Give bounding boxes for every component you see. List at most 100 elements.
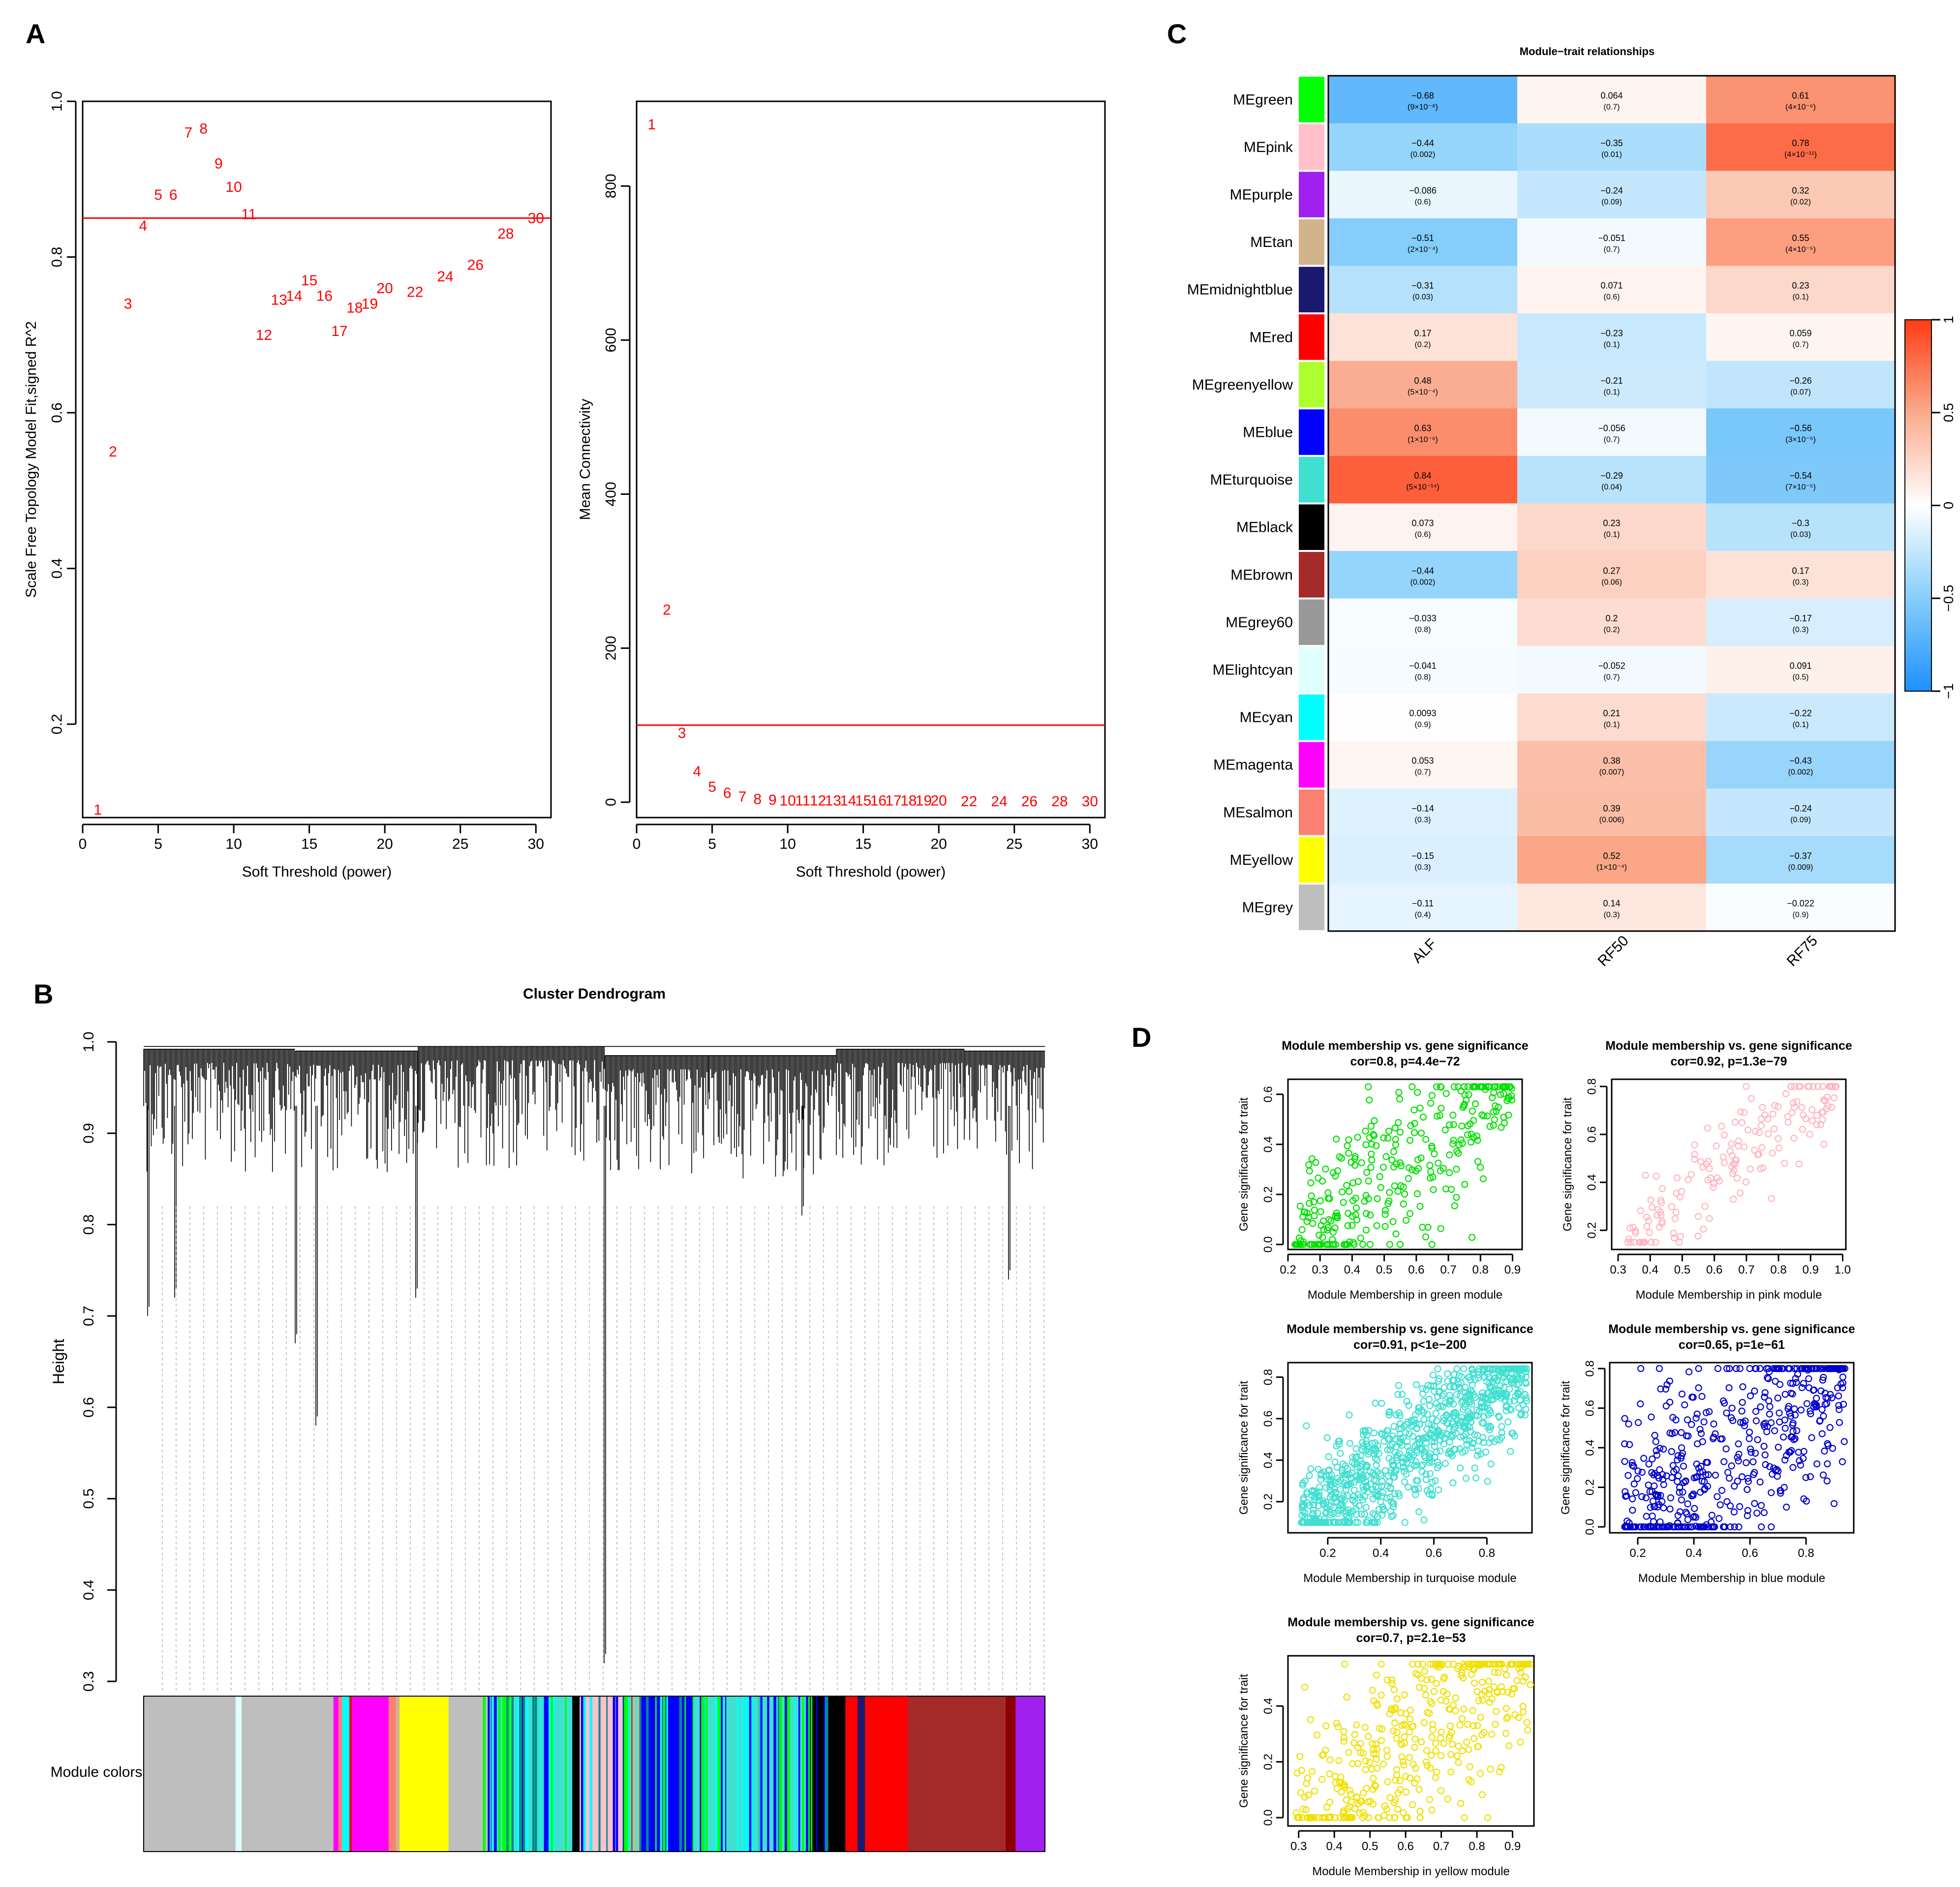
gene-point [1700, 1225, 1707, 1233]
gene-point [1333, 1785, 1341, 1793]
module-row-label: MEgrey60 [1225, 614, 1293, 631]
gene-point [1500, 1083, 1507, 1091]
gene-point [1781, 1159, 1788, 1167]
cell-pvalue: (0.3) [1604, 911, 1620, 919]
gene-point [1442, 1090, 1450, 1097]
module-row-label: MEbrown [1230, 567, 1293, 583]
gene-point [1769, 1470, 1776, 1478]
gene-point [1684, 1416, 1691, 1424]
heatmap-cell [1706, 456, 1896, 504]
gene-point [1505, 1111, 1512, 1119]
gene-point [1513, 1373, 1521, 1380]
cell-pvalue: (0.009) [1788, 863, 1813, 872]
cell-value: −0.29 [1600, 471, 1623, 481]
module-color-segment [388, 1696, 397, 1852]
gene-point [1446, 1722, 1454, 1730]
gene-point [1325, 1453, 1332, 1461]
colorbar-tick-label: −1 [1941, 683, 1956, 699]
module-color-segment [1006, 1696, 1016, 1852]
gene-point [1723, 1409, 1730, 1417]
gene-point [1383, 1805, 1390, 1813]
gene-point [1435, 1403, 1442, 1411]
heatmap-cell [1706, 218, 1896, 266]
gene-point [1765, 1397, 1773, 1404]
gene-point [1823, 1105, 1830, 1113]
x-tick-label: 5 [154, 836, 162, 852]
gene-point [1367, 1211, 1374, 1218]
gene-point [1638, 1493, 1646, 1500]
gene-point [1479, 1697, 1487, 1704]
gene-point [1388, 1156, 1396, 1163]
module-swatch [1299, 362, 1324, 408]
gene-point [1777, 1490, 1784, 1497]
gene-point [1756, 1478, 1764, 1486]
y-tick-label: 400 [603, 482, 619, 506]
gene-point [1689, 1490, 1697, 1498]
gene-point [1492, 1721, 1499, 1728]
cell-value: −0.51 [1411, 233, 1434, 243]
cell-value: 0.61 [1792, 91, 1809, 100]
gene-point [1483, 1660, 1491, 1668]
gene-point [1396, 1096, 1404, 1103]
gene-point [1323, 1226, 1331, 1234]
module-color-stripe [679, 1696, 682, 1852]
gene-point [1647, 1504, 1654, 1511]
cell-value: 0.0093 [1409, 708, 1436, 718]
gene-point [1802, 1474, 1809, 1481]
dendrogram-title: Cluster Dendrogram [523, 986, 666, 1002]
gene-point [1389, 1441, 1396, 1448]
heatmap-cell [1328, 123, 1518, 171]
gene-point [1694, 1213, 1702, 1220]
module-color-segment [399, 1696, 449, 1852]
gene-point [1666, 1430, 1674, 1437]
y-tick-label: 0.6 [1586, 1126, 1599, 1142]
gene-point [1319, 1234, 1326, 1241]
gene-point [1426, 1470, 1434, 1477]
heatmap-cell [1706, 836, 1896, 884]
gene-point [1757, 1403, 1764, 1411]
gene-point [1457, 1799, 1465, 1807]
module-row-label: MEgrey [1242, 900, 1293, 916]
gene-point [1316, 1231, 1323, 1239]
gene-point [1400, 1761, 1408, 1769]
gene-point [1706, 1215, 1713, 1222]
gene-point [1519, 1365, 1527, 1372]
gene-point [1340, 1807, 1348, 1815]
gene-point [1370, 1750, 1377, 1757]
gene-point [1374, 1765, 1381, 1772]
gene-point [1522, 1391, 1529, 1399]
gene-point [1489, 1094, 1496, 1101]
y-tick-label: 1.0 [49, 91, 65, 112]
module-color-stripe [811, 1696, 813, 1852]
gene-point [1395, 1490, 1402, 1497]
y-tick-label: 600 [603, 328, 619, 352]
gene-point [1391, 1814, 1399, 1822]
gene-point [1730, 1195, 1737, 1203]
module-row-label: MEsalmon [1223, 804, 1293, 821]
gene-point [1761, 1423, 1768, 1430]
gene-point [1472, 1474, 1480, 1482]
scatter-title: Module membership vs. gene significance [1605, 1039, 1852, 1053]
heatmap-cell [1517, 741, 1707, 789]
power-label: 7 [184, 124, 193, 141]
gene-point [1360, 1486, 1368, 1493]
heatmap-cell [1706, 598, 1896, 646]
gene-point [1488, 1731, 1496, 1738]
gene-point [1490, 1089, 1498, 1096]
gene-point [1824, 1442, 1832, 1449]
gene-point [1807, 1407, 1814, 1415]
gene-point [1313, 1516, 1320, 1523]
gene-point [1469, 1367, 1476, 1374]
gene-point [1760, 1509, 1768, 1517]
gene-point [1450, 1137, 1457, 1144]
gene-point [1386, 1446, 1394, 1454]
gene-point [1682, 1523, 1689, 1531]
gene-point [1373, 1142, 1380, 1150]
gene-point [1741, 1422, 1748, 1430]
gene-point [1429, 1173, 1437, 1181]
gene-point [1762, 1461, 1769, 1468]
gene-point [1301, 1794, 1309, 1801]
gene-point [1672, 1209, 1680, 1216]
gene-point [1428, 1752, 1435, 1759]
gene-point [1415, 1508, 1423, 1516]
